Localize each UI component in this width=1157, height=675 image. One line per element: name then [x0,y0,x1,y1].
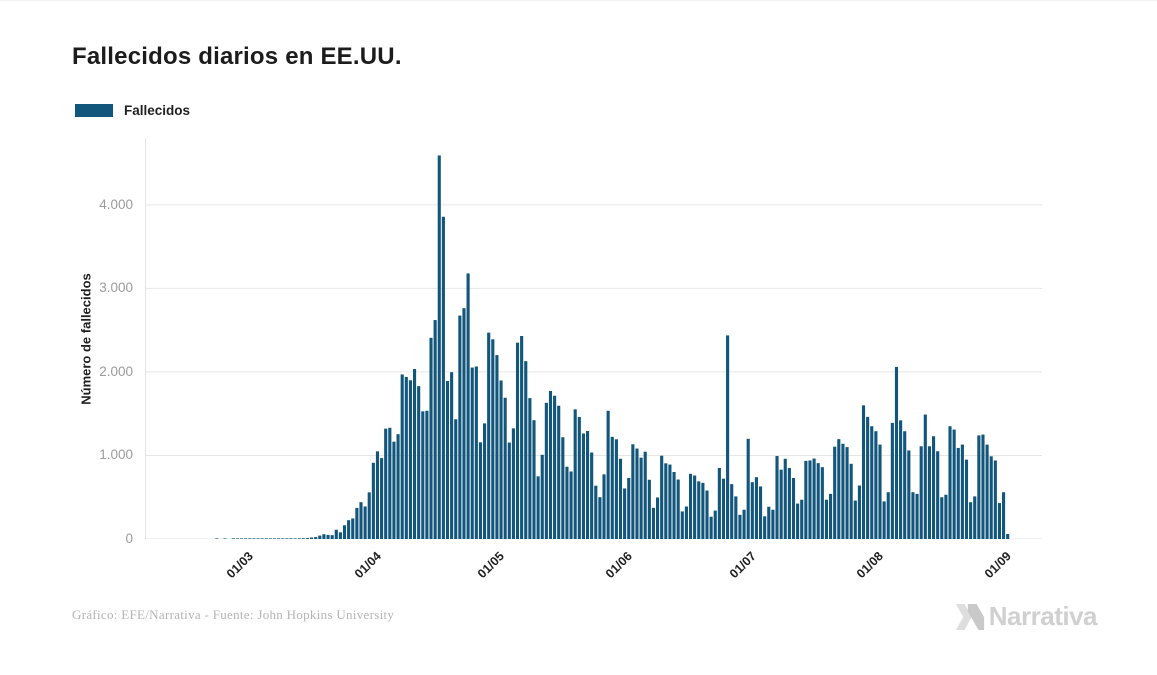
x-tick-label: 01/09 [981,549,1014,582]
brand-logo: Narrativa [955,601,1098,632]
x-tick-label: 01/06 [602,549,635,582]
y-tick-label: 4.000 [99,196,133,212]
y-tick-label: 0 [125,531,133,546]
plot-area [145,138,1042,539]
x-tick-label: 01/04 [351,549,384,582]
legend-item-fallecidos[interactable]: Fallecidos [75,103,190,118]
y-tick-label: 1.000 [99,447,133,463]
x-tick-label: 01/05 [475,549,508,582]
page-title: Fallecidos diarios en EE.UU. [72,43,402,70]
y-tick-label: 2.000 [99,363,133,379]
x-tick-label: 01/07 [726,549,759,582]
source-credit: Gráfico: EFE/Narrativa - Fuente: John Ho… [72,607,395,622]
x-tick-label: 01/03 [223,549,256,582]
brand-logo-text: Narrativa [988,601,1098,631]
bars-svg [145,138,1042,539]
y-tick-label: 3.000 [99,280,133,296]
legend-swatch [75,104,113,117]
x-tick-label: 01/08 [854,549,887,582]
narrativa-logo-icon [955,603,984,630]
legend-label: Fallecidos [124,103,191,118]
